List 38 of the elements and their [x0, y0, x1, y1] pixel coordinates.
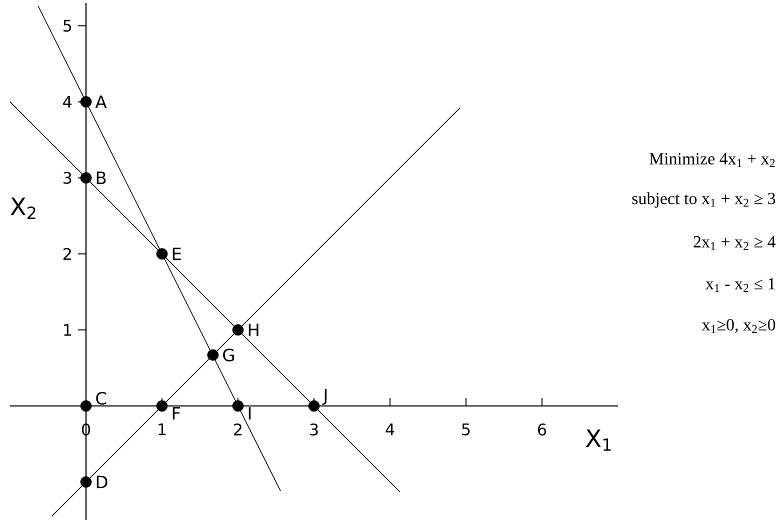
y-tick-label: 4: [63, 96, 72, 108]
x-tick-label: 5: [462, 423, 470, 436]
x-tick-label: 3: [310, 423, 318, 436]
x-tick-label: 1: [158, 423, 166, 436]
x-tick-label: 2: [234, 423, 242, 436]
point: [80, 172, 92, 184]
y-tick-label: 3: [64, 172, 72, 184]
point: [156, 248, 168, 260]
annotation: H: [248, 324, 258, 336]
point: [80, 476, 92, 488]
annotation: D: [96, 476, 108, 488]
annotation: E: [172, 248, 181, 260]
annotation: F: [172, 407, 180, 420]
x-axis-title: X$_{1}$: [586, 430, 611, 451]
point: [80, 96, 92, 108]
point: [308, 400, 320, 412]
text: subject to x$_{1}$ + x$_{2}$ ≥ 3: [632, 192, 776, 208]
point: [232, 324, 244, 336]
text: 2x$_{1}$ + x$_{2}$ ≥ 4: [694, 236, 776, 250]
point: [156, 400, 168, 412]
annotation: A: [95, 96, 107, 108]
y-tick-label: 2: [63, 248, 71, 260]
text: x$_{1}$≥0, x$_{2}$≥0: [702, 319, 776, 333]
y-axis-title: X$_{2}$: [10, 198, 36, 219]
x-tick-label: 6: [538, 423, 546, 436]
point: [207, 349, 219, 361]
point: [232, 400, 244, 412]
text: Minimize 4x$_{1}$ + x$_{2}$: [649, 153, 775, 167]
point: [80, 400, 92, 412]
y-tick-label: 1: [64, 324, 71, 336]
y-tick-label: 5: [64, 20, 72, 32]
annotation: I: [248, 407, 251, 420]
text: x$_{1}$ - x$_{2}$ ≤ 1: [706, 278, 775, 292]
annotation: J: [322, 388, 327, 405]
x-tick-label: 4: [386, 423, 394, 436]
annotation: C: [96, 392, 106, 405]
annotation: B: [96, 172, 106, 184]
annotation: G: [223, 348, 234, 362]
